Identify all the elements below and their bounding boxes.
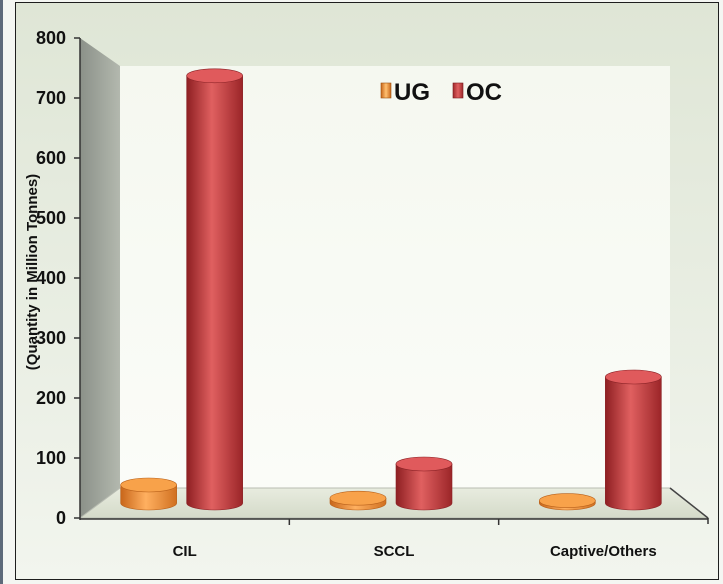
y-tick-label: 600: [36, 148, 66, 168]
x-axis-ticks: CIL SCCL Captive/Others: [173, 519, 657, 560]
y-tick-label: 500: [36, 208, 66, 228]
y-axis-ticks: 0 100 200 300 400 500 600 700 800: [36, 28, 80, 528]
bars: [120, 68, 662, 511]
y-tick-label: 700: [36, 88, 66, 108]
bar-top: [539, 493, 596, 508]
bar-body: [186, 75, 243, 511]
y-tick-label: 400: [36, 268, 66, 288]
bar-oc-1: [395, 456, 453, 511]
bar-top: [329, 490, 387, 506]
legend: UG OC: [380, 79, 502, 106]
bar-ug-1: [329, 490, 387, 511]
left-window-edge: [0, 0, 3, 584]
bar-oc-0: [186, 68, 243, 511]
bar-ug-0: [120, 477, 177, 511]
side-wall: [80, 38, 120, 518]
bar-top: [605, 369, 662, 385]
x-tick-label: SCCL: [374, 543, 415, 560]
bar-top: [186, 68, 243, 84]
bar-top: [395, 456, 453, 472]
bar-body: [605, 376, 662, 511]
y-tick-label: 0: [56, 508, 66, 528]
bar-oc-2: [605, 369, 662, 511]
x-tick-label: CIL: [173, 543, 197, 560]
back-wall: [120, 66, 670, 488]
legend-label-oc: OC: [466, 79, 502, 106]
y-tick-label: 200: [36, 388, 66, 408]
y-tick-label: 800: [36, 28, 66, 48]
y-tick-label: 300: [36, 328, 66, 348]
legend-swatch-ug: [380, 82, 392, 99]
bar-body: [395, 463, 453, 511]
bar-top: [120, 477, 177, 493]
bar-ug-2: [539, 493, 596, 511]
y-axis-label: (Quantity in Million Tonnes): [24, 174, 41, 370]
y-tick-label: 100: [36, 448, 66, 468]
legend-swatch-oc: [452, 82, 464, 99]
x-axis-depth-line: [669, 487, 709, 519]
legend-label-ug: UG: [394, 79, 430, 106]
x-tick-label: Captive/Others: [550, 543, 657, 560]
